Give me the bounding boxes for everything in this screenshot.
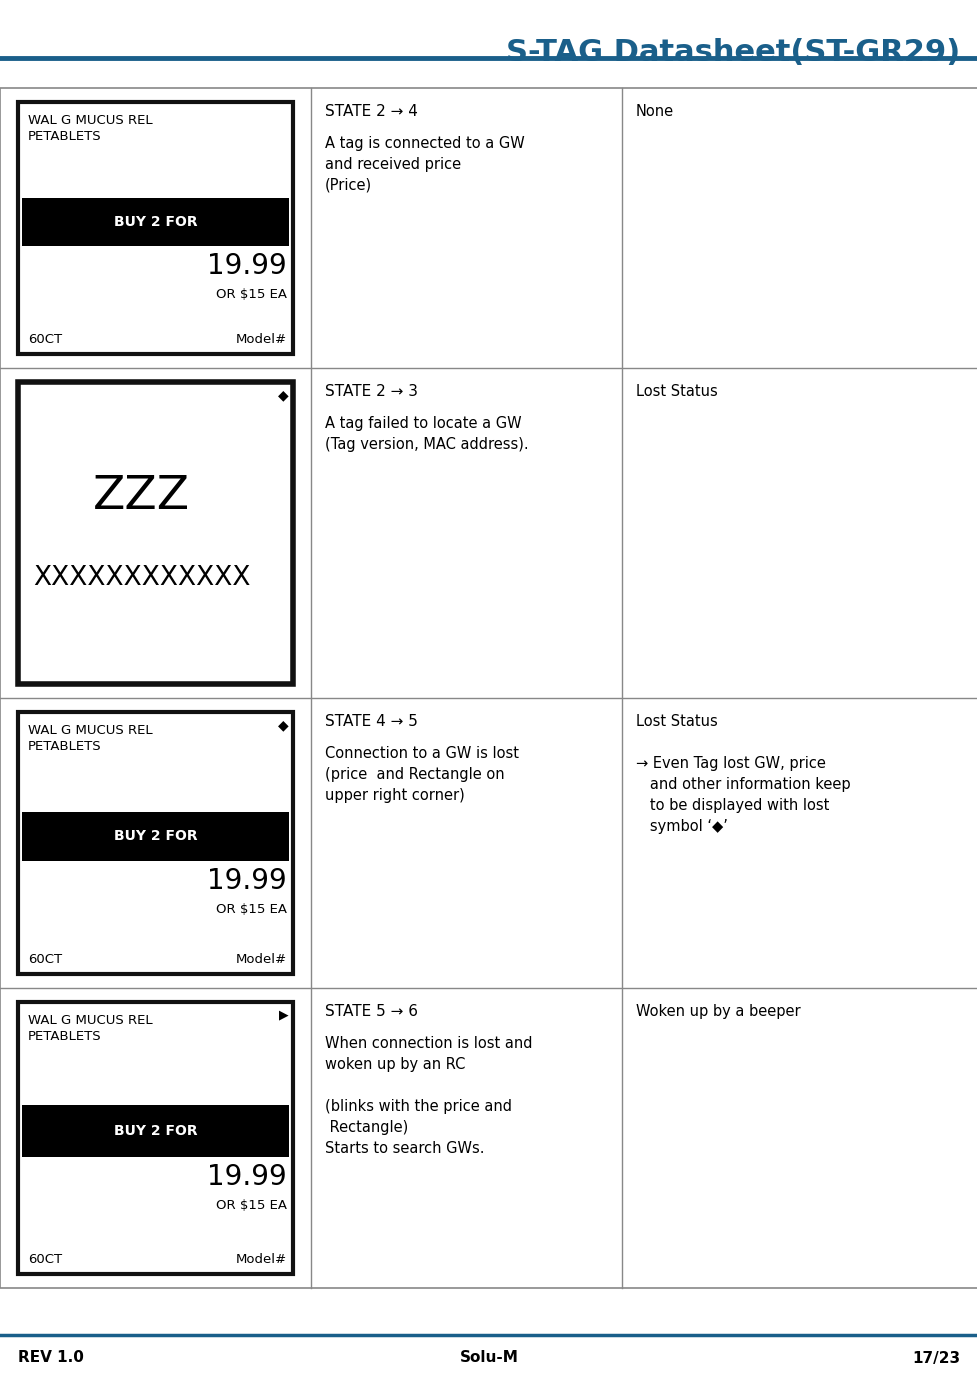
Text: S-TAG Datasheet(ST-GR29): S-TAG Datasheet(ST-GR29) <box>505 39 959 67</box>
Bar <box>18 1002 293 1274</box>
Text: None: None <box>635 105 673 118</box>
Text: 17/23: 17/23 <box>911 1350 959 1365</box>
Text: OR $15 EA: OR $15 EA <box>216 903 286 916</box>
Text: 60CT: 60CT <box>28 333 63 345</box>
Bar <box>18 711 293 974</box>
Text: OR $15 EA: OR $15 EA <box>216 1198 286 1212</box>
Text: STATE 2 → 4: STATE 2 → 4 <box>324 105 417 118</box>
Text: BUY 2 FOR: BUY 2 FOR <box>113 215 197 228</box>
Text: Model#: Model# <box>235 954 286 966</box>
Text: REV 1.0: REV 1.0 <box>18 1350 84 1365</box>
Text: OR $15 EA: OR $15 EA <box>216 288 286 300</box>
Text: 60CT: 60CT <box>28 954 63 966</box>
Text: XXXXXXXXXXXX: XXXXXXXXXXXX <box>33 566 250 592</box>
Text: BUY 2 FOR: BUY 2 FOR <box>113 1124 197 1138</box>
Text: ZZZ: ZZZ <box>93 475 191 519</box>
Text: 60CT: 60CT <box>28 1254 63 1266</box>
Text: Model#: Model# <box>235 1254 286 1266</box>
Text: 19.99: 19.99 <box>207 867 286 896</box>
Text: Connection to a GW is lost
(price  and Rectangle on
upper right corner): Connection to a GW is lost (price and Re… <box>324 746 519 804</box>
Text: STATE 5 → 6: STATE 5 → 6 <box>324 1004 417 1020</box>
Bar <box>21 812 289 861</box>
Text: When connection is lost and
woken up by an RC

(blinks with the price and
 Recta: When connection is lost and woken up by … <box>324 1036 531 1156</box>
Text: 19.99: 19.99 <box>207 252 286 279</box>
Text: ▶: ▶ <box>279 1009 289 1021</box>
Text: Lost Status: Lost Status <box>635 384 717 399</box>
Text: WAL G MUCUS REL
PETABLETS: WAL G MUCUS REL PETABLETS <box>28 1014 152 1043</box>
Text: A tag failed to locate a GW
(Tag version, MAC address).: A tag failed to locate a GW (Tag version… <box>324 416 529 451</box>
Text: Solu-M: Solu-M <box>459 1350 518 1365</box>
Text: ◆: ◆ <box>278 718 289 732</box>
Bar <box>21 1105 289 1157</box>
Text: Woken up by a beeper: Woken up by a beeper <box>635 1004 800 1020</box>
Bar <box>18 102 293 354</box>
Text: A tag is connected to a GW
and received price
(Price): A tag is connected to a GW and received … <box>324 136 525 193</box>
Text: Lost Status

→ Even Tag lost GW, price
   and other information keep
   to be di: Lost Status → Even Tag lost GW, price an… <box>635 714 850 834</box>
Text: STATE 4 → 5: STATE 4 → 5 <box>324 714 417 729</box>
Text: WAL G MUCUS REL
PETABLETS: WAL G MUCUS REL PETABLETS <box>28 724 152 754</box>
Text: ◆: ◆ <box>278 388 289 402</box>
Bar <box>0 88 977 1288</box>
Text: BUY 2 FOR: BUY 2 FOR <box>113 830 197 843</box>
Text: 19.99: 19.99 <box>207 1163 286 1192</box>
Text: STATE 2 → 3: STATE 2 → 3 <box>324 384 417 399</box>
Bar <box>18 383 293 684</box>
Text: Model#: Model# <box>235 333 286 345</box>
Text: WAL G MUCUS REL
PETABLETS: WAL G MUCUS REL PETABLETS <box>28 114 152 143</box>
Bar <box>21 198 289 246</box>
